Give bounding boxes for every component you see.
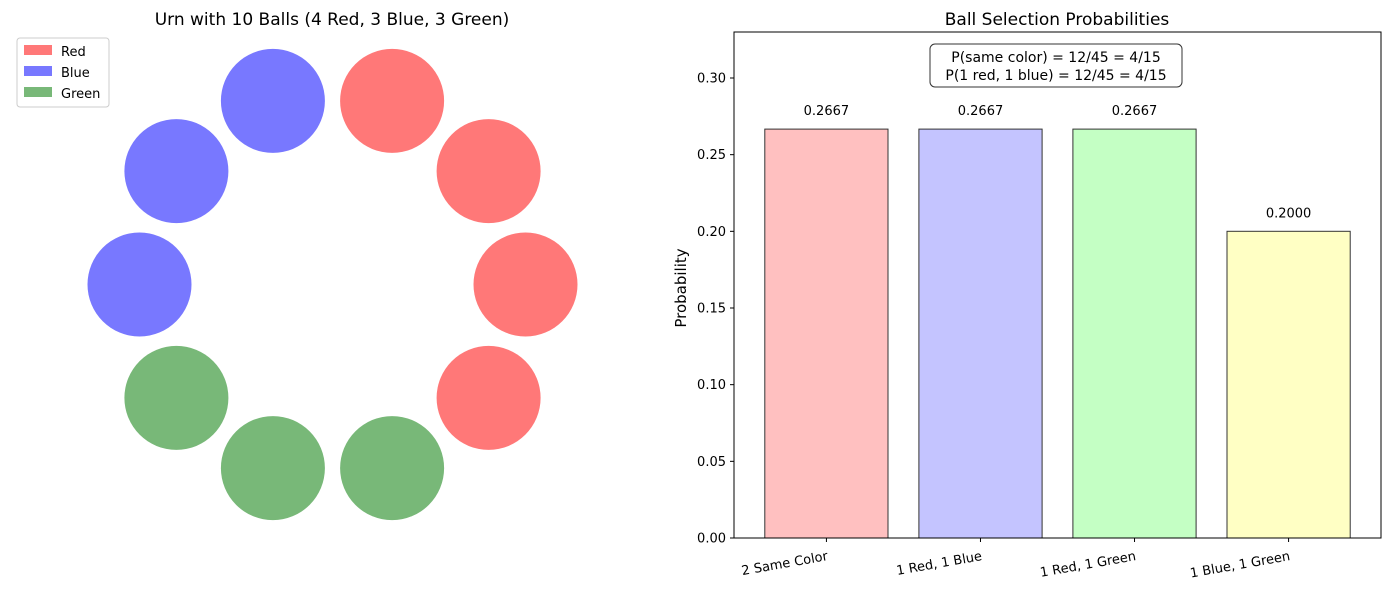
bars-group: 0.2667 0.2667 0.2667 0.2000 bbox=[764, 104, 1351, 539]
x-tick-label: 2 Same Color bbox=[740, 549, 829, 579]
y-tick-label: 0.25 bbox=[697, 148, 726, 163]
y-tick-label: 0.10 bbox=[697, 378, 726, 393]
ball-red-2 bbox=[436, 119, 541, 224]
y-axis-label: Probability bbox=[672, 248, 690, 327]
legend-label-blue: Blue bbox=[61, 66, 90, 81]
ball-blue-8 bbox=[87, 232, 192, 337]
ball-green-6 bbox=[220, 416, 325, 521]
urn-diagram: Urn with 10 Balls (4 Red, 3 Blue, 3 Gree… bbox=[16, 10, 578, 521]
ball-green-5 bbox=[340, 416, 445, 521]
y-tick-label: 0.15 bbox=[697, 302, 726, 317]
x-tick-label: 1 Blue, 1 Green bbox=[1189, 549, 1291, 581]
annotation-line-2: P(1 red, 1 blue) = 12/45 = 4/15 bbox=[945, 68, 1166, 84]
balls-group bbox=[87, 48, 578, 521]
legend-label-green: Green bbox=[61, 87, 100, 102]
urn-legend: Red Blue Green bbox=[16, 37, 110, 108]
ball-blue-10 bbox=[220, 48, 325, 153]
legend-label-red: Red bbox=[61, 45, 86, 60]
probability-annotation: P(same color) = 12/45 = 4/15 P(1 red, 1 … bbox=[929, 43, 1183, 88]
bar-chart-title: Ball Selection Probabilities bbox=[945, 10, 1170, 30]
x-tick-label: 1 Red, 1 Green bbox=[1039, 549, 1137, 581]
legend-swatch-green bbox=[24, 87, 52, 97]
y-tick-label: 0.30 bbox=[697, 72, 726, 87]
bar-1 bbox=[764, 128, 889, 539]
bar-value-label: 0.2667 bbox=[1112, 104, 1158, 119]
bar-4 bbox=[1226, 230, 1351, 539]
plot-frame bbox=[733, 31, 1382, 539]
bar-2 bbox=[918, 128, 1043, 539]
annotation-line-1: P(same color) = 12/45 = 4/15 bbox=[951, 50, 1160, 66]
ball-red-3 bbox=[473, 232, 578, 337]
y-tick-label: 0.05 bbox=[697, 455, 726, 470]
y-tick-label: 0.00 bbox=[697, 532, 726, 547]
bar-3 bbox=[1072, 128, 1197, 539]
x-axis-ticks: 2 Same Color 1 Red, 1 Blue 1 Red, 1 Green 1… bbox=[740, 538, 1291, 582]
bar-value-label: 0.2000 bbox=[1266, 206, 1312, 221]
ball-blue-9 bbox=[124, 119, 229, 224]
ball-red-4 bbox=[436, 345, 541, 450]
urn-title: Urn with 10 Balls (4 Red, 3 Blue, 3 Gree… bbox=[155, 10, 510, 30]
bar-value-label: 0.2667 bbox=[804, 104, 850, 119]
legend-swatch-red bbox=[24, 45, 52, 55]
legend-swatch-blue bbox=[24, 66, 52, 76]
annotation-box bbox=[929, 43, 1183, 88]
bar-chart: Ball Selection Probabilities Probability… bbox=[672, 10, 1382, 582]
x-tick-label: 1 Red, 1 Blue bbox=[895, 549, 983, 579]
bar-value-label: 0.2667 bbox=[958, 104, 1004, 119]
ball-red-1 bbox=[340, 48, 445, 153]
y-tick-label: 0.20 bbox=[697, 225, 726, 240]
y-axis-ticks: 0.00 0.05 0.10 0.15 0.20 0.25 0.30 bbox=[697, 72, 734, 547]
ball-green-7 bbox=[124, 345, 229, 450]
